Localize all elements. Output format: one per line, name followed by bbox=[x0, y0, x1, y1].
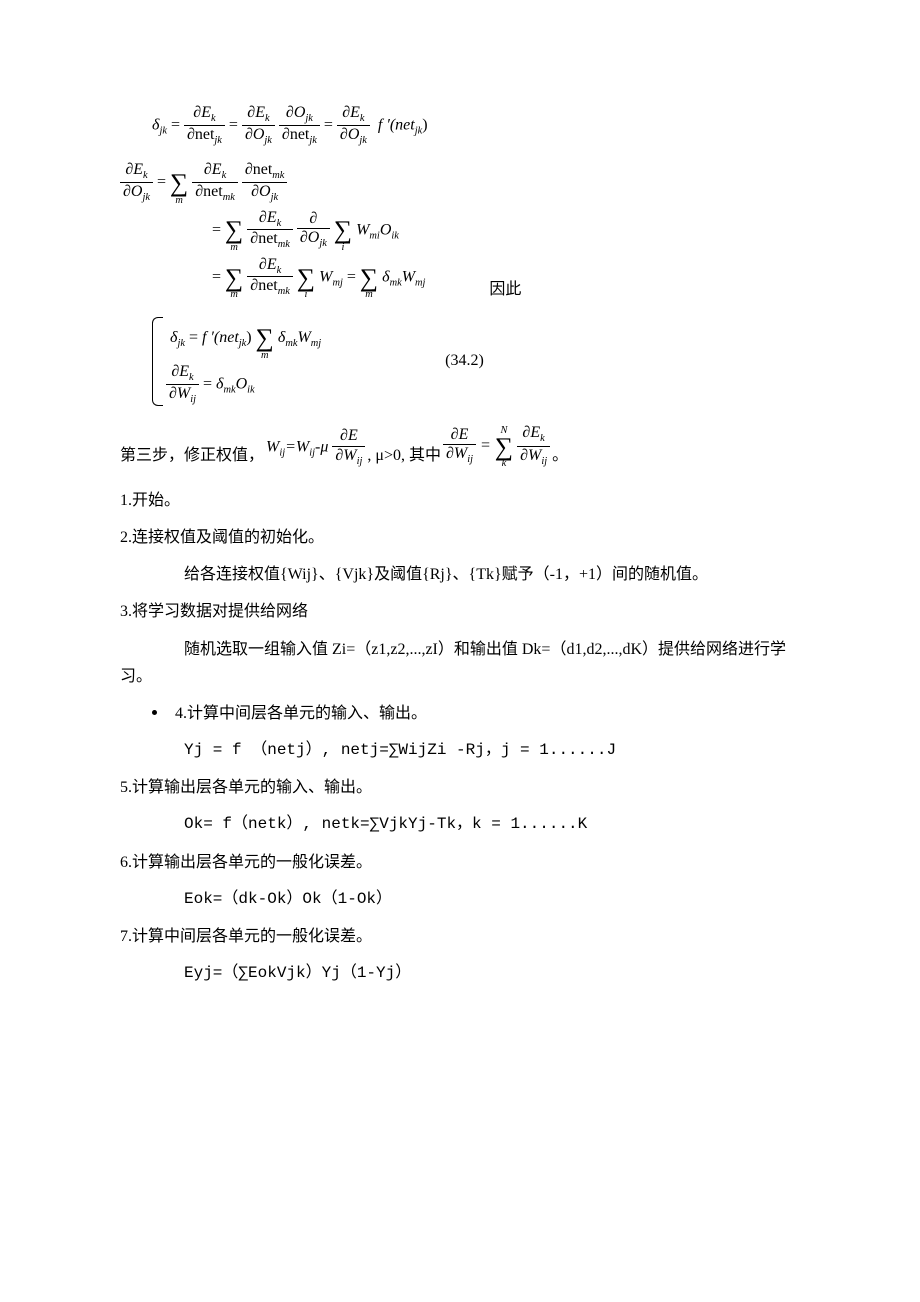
step-7: 7.计算中间层各单元的一般化误差。 bbox=[120, 923, 810, 950]
equation-delta-jk: δjk = ∂Ek∂netjk = ∂Ek∂Ojk ∂Ojk∂netjk = ∂… bbox=[152, 104, 810, 147]
step-5-formula: Ok= f（netk）, netk=∑VjkYj-Tk，k = 1......K bbox=[120, 811, 810, 838]
step-5: 5.计算输出层各单元的输入、输出。 bbox=[120, 774, 810, 801]
step-4-text: 4.计算中间层各单元的输入、输出。 bbox=[175, 700, 427, 727]
step-6: 6.计算输出层各单元的一般化误差。 bbox=[120, 849, 810, 876]
step-4-formula: Yj = f （netj）, netj=∑WijZi -Rj，j = 1....… bbox=[120, 737, 810, 764]
step-1: 1.开始。 bbox=[120, 487, 810, 514]
step-4-bullet: 4.计算中间层各单元的输入、输出。 bbox=[152, 700, 810, 727]
step-2-body: 给各连接权值{Wij}、{Vjk}及阈值{Rj}、{Tk}赋予（-1，+1）间的… bbox=[120, 561, 810, 588]
step-2: 2.连接权值及阈值的初始化。 bbox=[120, 524, 810, 551]
equation-number: (34.2) bbox=[445, 352, 484, 369]
step-6-formula: Eok=（dk-Ok）Ok（1-Ok） bbox=[120, 886, 810, 913]
therefore-label: 因此 bbox=[489, 281, 521, 299]
page: δjk = ∂Ek∂netjk = ∂Ek∂Ojk ∂Ojk∂netjk = ∂… bbox=[0, 0, 920, 1302]
step-3-list: 3.将学习数据对提供给网络 bbox=[120, 598, 810, 625]
step-7-formula: Eyj=（∑EokVjk）Yj（1-Yj） bbox=[120, 960, 810, 987]
equation-cases: δjk = f ′(netjk) ∑m δmkWmj ∂Ek∂Wij = δmk… bbox=[152, 313, 810, 410]
step3-line: 第三步，修正权值， Wij=Wij-μ ∂E∂Wij , μ>0, 其中 ∂E∂… bbox=[120, 424, 810, 468]
bullet-icon bbox=[152, 710, 157, 715]
equation-dE-dO: ∂Ek∂Ojk = ∑m ∂Ek∂netmk ∂netmk∂Ojk = ∑m ∂… bbox=[120, 161, 810, 299]
step-3-body: 随机选取一组输入值 Zi=（z1,z2,...,zI）和输出值 Dk=（d1,d… bbox=[120, 636, 810, 690]
